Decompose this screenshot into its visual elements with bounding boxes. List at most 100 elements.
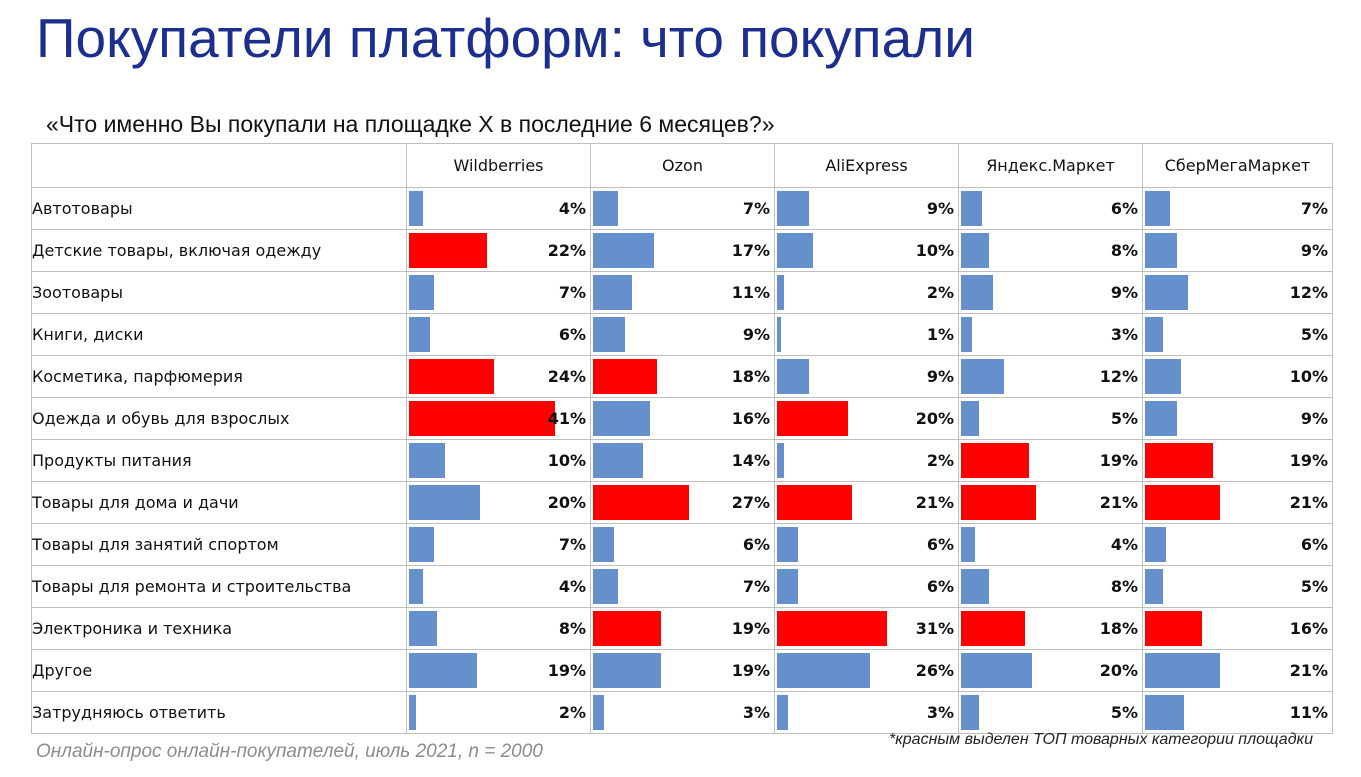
value-label: 6%: [1110, 199, 1138, 218]
bar-cell: 4%: [958, 523, 1143, 566]
bar: [1145, 485, 1220, 520]
value-label: 5%: [1300, 577, 1328, 596]
bar: [961, 653, 1032, 688]
bar: [1145, 317, 1163, 352]
bar: [961, 569, 989, 604]
bar: [1145, 191, 1170, 226]
bar-cell: 26%: [774, 649, 959, 692]
bar: [409, 527, 434, 562]
bar-cell: 5%: [1142, 313, 1333, 356]
bar-cell: 9%: [590, 313, 775, 356]
value-label: 7%: [742, 577, 770, 596]
bar-cell: 27%: [590, 481, 775, 524]
bar-cell: 2%: [406, 691, 591, 734]
bar-cell: 19%: [590, 649, 775, 692]
chart-body: Автотовары 4% 7% 9% 6% 7% Детские товары, вклю…: [31, 187, 1333, 734]
series-header: СберМегаМаркет: [1142, 143, 1333, 188]
bar-cell: 5%: [1142, 565, 1333, 608]
bar: [409, 443, 445, 478]
bar: [409, 485, 480, 520]
bar-cell: 10%: [774, 229, 959, 272]
value-label: 8%: [558, 619, 586, 638]
page-title: Покупатели платформ: что покупали: [36, 7, 975, 69]
bar-cell: 9%: [774, 355, 959, 398]
category-label: Косметика, парфюмерия: [31, 355, 407, 398]
value-label: 18%: [1099, 619, 1138, 638]
value-label: 41%: [547, 409, 586, 428]
bar: [777, 359, 809, 394]
value-label: 11%: [1289, 703, 1328, 722]
bar-cell: 7%: [406, 271, 591, 314]
bar-cell: 6%: [774, 523, 959, 566]
value-label: 17%: [731, 241, 770, 260]
category-label: Товары для дома и дачи: [31, 481, 407, 524]
bar: [777, 401, 848, 436]
bar-cell: 4%: [406, 565, 591, 608]
value-label: 3%: [926, 703, 954, 722]
bar: [409, 359, 494, 394]
value-label: 19%: [1289, 451, 1328, 470]
value-label: 2%: [558, 703, 586, 722]
bar-cell: 8%: [406, 607, 591, 650]
bar: [593, 359, 657, 394]
bar-cell: 7%: [1142, 187, 1333, 230]
value-label: 7%: [558, 535, 586, 554]
bar-cell: 41%: [406, 397, 591, 440]
table-row: Книги, диски 6% 9% 1% 3% 5%: [31, 313, 1333, 356]
bar: [409, 275, 434, 310]
series-header: Яндекс.Маркет: [958, 143, 1143, 188]
bar: [1145, 653, 1220, 688]
value-label: 7%: [742, 199, 770, 218]
bar-cell: 6%: [590, 523, 775, 566]
value-label: 3%: [1110, 325, 1138, 344]
value-label: 9%: [1300, 241, 1328, 260]
bar: [961, 275, 993, 310]
category-label: Автотовары: [31, 187, 407, 230]
category-label: Книги, диски: [31, 313, 407, 356]
bar: [593, 275, 632, 310]
bar-cell: 4%: [406, 187, 591, 230]
bar: [593, 485, 689, 520]
bar: [961, 359, 1004, 394]
bar-cell: 5%: [958, 397, 1143, 440]
value-label: 16%: [731, 409, 770, 428]
value-label: 31%: [915, 619, 954, 638]
value-label: 5%: [1110, 409, 1138, 428]
bar: [593, 527, 614, 562]
value-label: 11%: [731, 283, 770, 302]
value-label: 6%: [926, 577, 954, 596]
table-row: Детские товары, включая одежду 22% 17% 10% 8…: [31, 229, 1333, 272]
category-label: Продукты питания: [31, 439, 407, 482]
bar-cell: 11%: [590, 271, 775, 314]
bar: [1145, 401, 1177, 436]
bar-cell: 1%: [774, 313, 959, 356]
bar: [777, 485, 852, 520]
chart-table: Wildberries Ozon AliExpress Яндекс.Марке…: [31, 143, 1333, 734]
bar-cell: 17%: [590, 229, 775, 272]
category-label: Детские товары, включая одежду: [31, 229, 407, 272]
bar-cell: 24%: [406, 355, 591, 398]
category-label: Другое: [31, 649, 407, 692]
bar-cell: 7%: [590, 565, 775, 608]
bar: [409, 317, 430, 352]
value-label: 6%: [1300, 535, 1328, 554]
series-header: AliExpress: [774, 143, 959, 188]
category-label: Товары для занятий спортом: [31, 523, 407, 566]
bar-cell: 21%: [1142, 481, 1333, 524]
bar: [1145, 611, 1202, 646]
bar-cell: 12%: [958, 355, 1143, 398]
bar-cell: 12%: [1142, 271, 1333, 314]
table-row: Одежда и обувь для взрослых 41% 16% 20% 5% 9%: [31, 397, 1333, 440]
table-row: Автотовары 4% 7% 9% 6% 7%: [31, 187, 1333, 230]
value-label: 12%: [1289, 283, 1328, 302]
bar: [961, 317, 972, 352]
bar-cell: 8%: [958, 229, 1143, 272]
value-label: 8%: [1110, 241, 1138, 260]
value-label: 9%: [742, 325, 770, 344]
category-label: Электроника и техника: [31, 607, 407, 650]
bar-cell: 16%: [1142, 607, 1333, 650]
bar-cell: 18%: [958, 607, 1143, 650]
header-row: Wildberries Ozon AliExpress Яндекс.Марке…: [31, 143, 1333, 188]
bar: [961, 611, 1025, 646]
value-label: 20%: [1099, 661, 1138, 680]
